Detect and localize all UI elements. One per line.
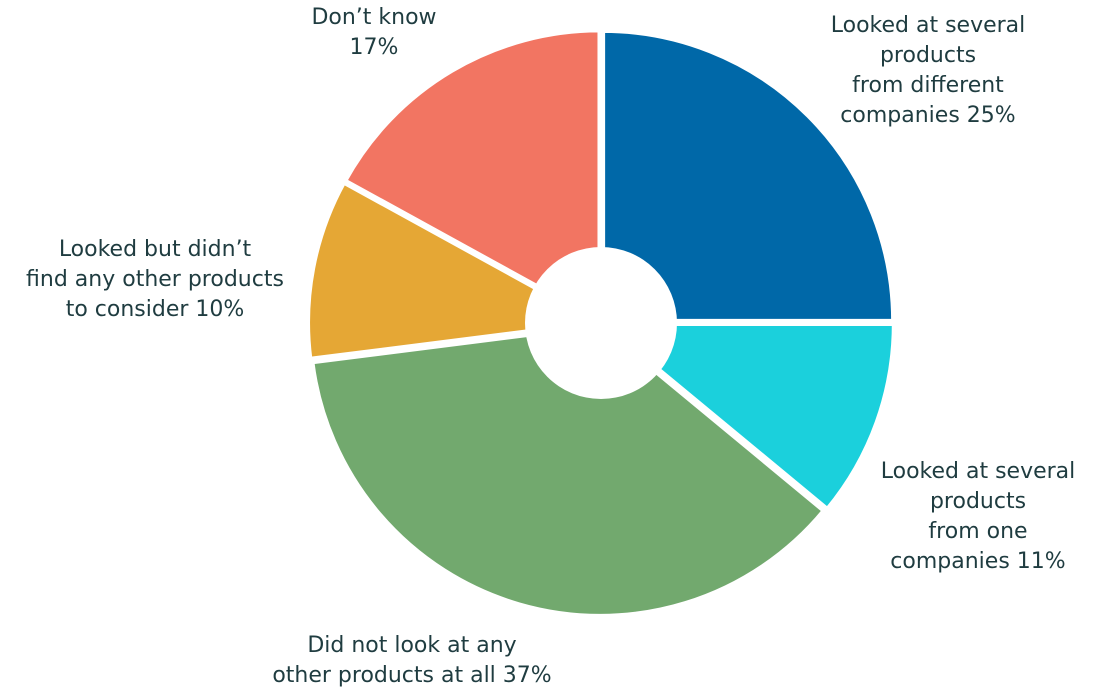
pie-slice-5 bbox=[342, 28, 602, 324]
slice-label-5: Don’t know 17% bbox=[311, 5, 436, 60]
slice-label-1-line-1: Looked at several bbox=[831, 13, 1026, 38]
slice-label-5-line-2: 17% bbox=[350, 35, 399, 60]
slice-label-4-line-3: to consider 10% bbox=[66, 297, 245, 322]
slice-label-2-line-4: companies 11% bbox=[890, 549, 1065, 574]
slice-label-2: Looked at several products from one compani… bbox=[881, 459, 1076, 574]
slices-group bbox=[306, 28, 896, 618]
slice-label-3: Did not look at any other products at all… bbox=[272, 633, 551, 688]
slice-label-1-line-4: companies 25% bbox=[840, 103, 1015, 128]
slice-label-1-line-3: from different bbox=[852, 73, 1004, 98]
slice-label-2-line-2: products bbox=[930, 489, 1026, 514]
slice-label-1: Looked at several products from different c… bbox=[831, 13, 1026, 128]
slice-label-3-line-1: Did not look at any bbox=[307, 633, 516, 658]
pie-slice-1 bbox=[601, 28, 896, 323]
slice-label-2-line-3: from one bbox=[928, 519, 1027, 544]
slice-label-2-line-1: Looked at several bbox=[881, 459, 1076, 484]
slice-label-4-line-1: Looked but didn’t bbox=[59, 237, 252, 262]
slice-label-4: Looked but didn’t find any other products… bbox=[26, 237, 284, 322]
labels-group: Looked at several products from different c… bbox=[26, 5, 1075, 688]
slice-label-3-line-2: other products at all 37% bbox=[272, 663, 551, 688]
slice-label-4-line-2: find any other products bbox=[26, 267, 284, 292]
pie-slice-3 bbox=[310, 323, 827, 618]
slice-label-1-line-2: products bbox=[880, 43, 976, 68]
slice-label-5-line-1: Don’t know bbox=[311, 5, 436, 30]
donut-hole bbox=[525, 247, 677, 399]
pie-slice-2 bbox=[598, 322, 896, 512]
